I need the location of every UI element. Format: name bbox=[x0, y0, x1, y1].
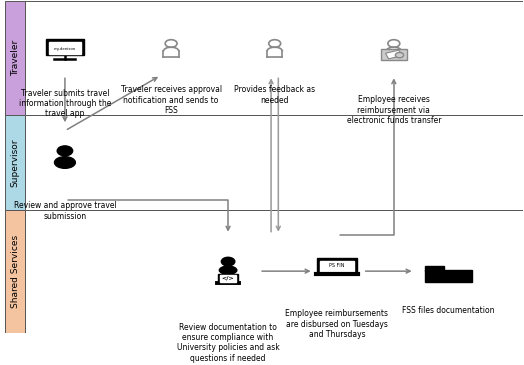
FancyBboxPatch shape bbox=[317, 258, 357, 274]
FancyBboxPatch shape bbox=[49, 42, 81, 54]
Bar bbox=[25, 210, 523, 333]
Text: Shared Services: Shared Services bbox=[10, 235, 20, 308]
Text: Supervisor: Supervisor bbox=[10, 138, 20, 187]
FancyBboxPatch shape bbox=[425, 270, 472, 282]
Ellipse shape bbox=[54, 157, 75, 168]
Text: Review documentation to
ensure compliance with
University policies and ask
quest: Review documentation to ensure complianc… bbox=[177, 323, 279, 363]
Text: FSS files documentation: FSS files documentation bbox=[402, 306, 495, 315]
Circle shape bbox=[57, 146, 73, 156]
Bar bbox=[25, 1, 523, 115]
FancyBboxPatch shape bbox=[386, 50, 402, 59]
Text: Employee reimbursements
are disbursed on Tuesdays
and Thursdays: Employee reimbursements are disbursed on… bbox=[286, 309, 388, 339]
Text: Review and approve travel
submission: Review and approve travel submission bbox=[14, 201, 116, 221]
Bar bbox=[25, 115, 523, 210]
Text: Traveler: Traveler bbox=[10, 40, 20, 76]
FancyBboxPatch shape bbox=[219, 274, 238, 283]
FancyBboxPatch shape bbox=[46, 39, 83, 55]
FancyBboxPatch shape bbox=[381, 49, 407, 59]
Bar bbox=[5, 1, 25, 115]
FancyBboxPatch shape bbox=[386, 50, 402, 59]
Circle shape bbox=[396, 53, 403, 58]
Text: my.denison: my.denison bbox=[54, 47, 76, 51]
Text: PS FIN: PS FIN bbox=[329, 263, 345, 268]
Text: Traveler receives approval
notification and sends to
FSS: Traveler receives approval notification … bbox=[121, 85, 222, 115]
Text: Employee receives
reimbursement via
electronic funds transfer: Employee receives reimbursement via elec… bbox=[346, 95, 441, 125]
FancyBboxPatch shape bbox=[320, 261, 354, 273]
FancyBboxPatch shape bbox=[425, 266, 444, 271]
Ellipse shape bbox=[220, 266, 237, 274]
Bar bbox=[5, 115, 25, 210]
FancyBboxPatch shape bbox=[220, 275, 236, 282]
FancyBboxPatch shape bbox=[387, 51, 401, 57]
Text: Traveler submits travel
information through the
travel app: Traveler submits travel information thro… bbox=[19, 89, 111, 118]
Text: Provides feedback as
needed: Provides feedback as needed bbox=[234, 85, 315, 105]
Bar bbox=[5, 210, 25, 333]
Text: </>: </> bbox=[222, 275, 234, 280]
Circle shape bbox=[221, 257, 235, 266]
